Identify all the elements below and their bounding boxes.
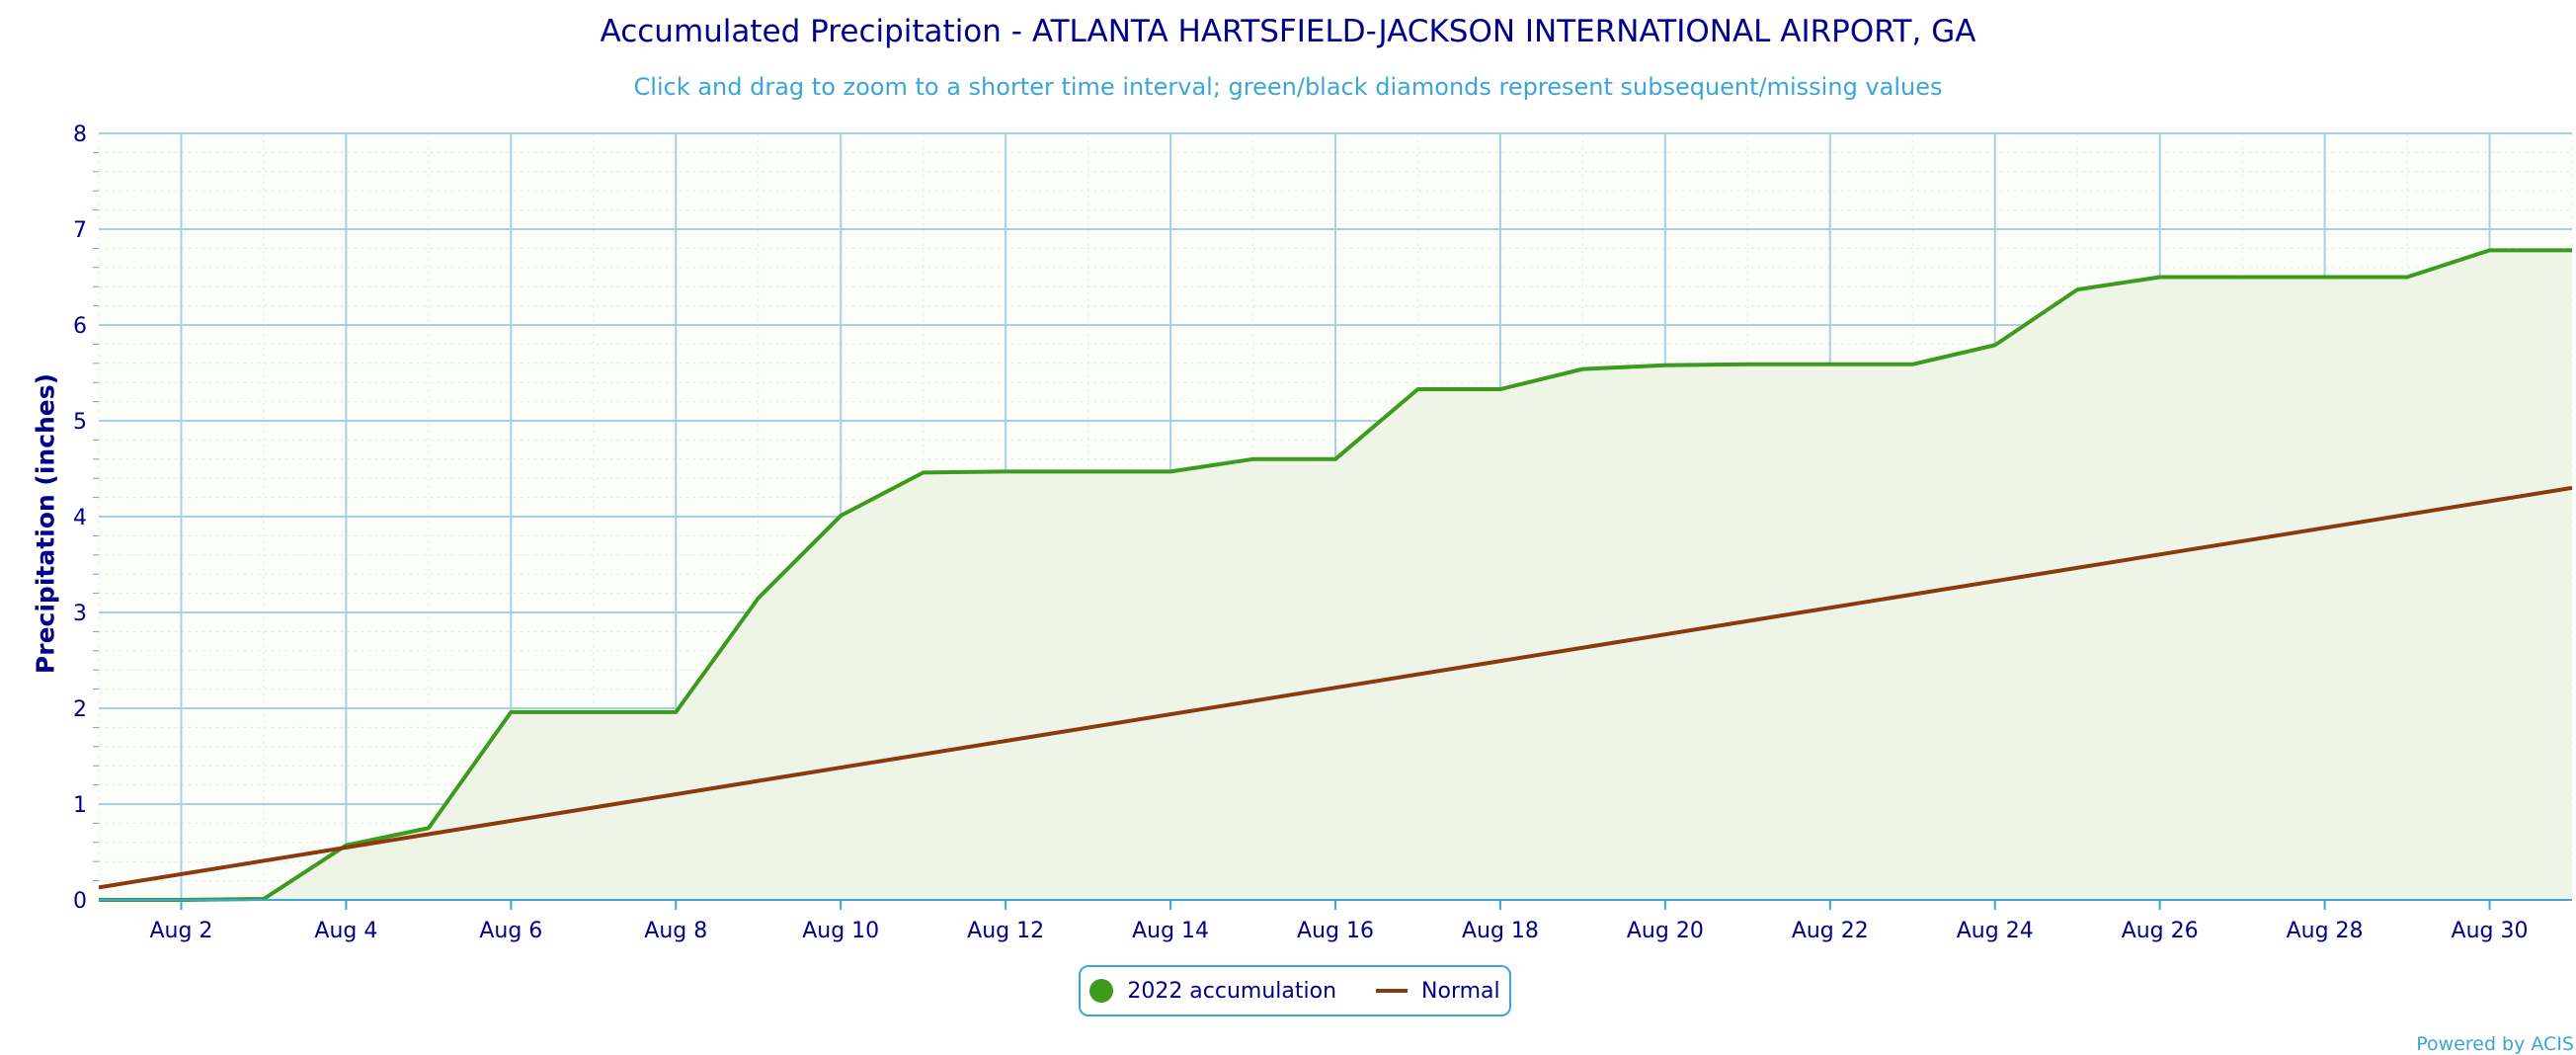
legend-label-accumulation: 2022 accumulation	[1127, 978, 1337, 1004]
line-layer	[98, 248, 2573, 902]
y-tick-label: 2	[73, 697, 87, 722]
chart-title: Accumulated Precipitation - ATLANTA HART…	[600, 14, 1976, 49]
y-tick-label: 5	[73, 410, 87, 435]
x-tick-label: Aug 24	[1957, 919, 2034, 943]
x-tick-label: Aug 14	[1132, 919, 1209, 943]
series-normal-line	[98, 485, 2573, 890]
series-accumulation-area	[99, 250, 2572, 901]
x-tick-label: Aug 28	[2287, 919, 2364, 943]
x-tick-label: Aug 12	[967, 919, 1044, 943]
legend-item-accumulation[interactable]: 2022 accumulation	[1089, 979, 1336, 1004]
series-accumulation-line	[99, 248, 2572, 902]
x-tick-label: Aug 18	[1462, 919, 1539, 943]
y-tick-label: 1	[73, 793, 87, 818]
legend-item-normal[interactable]: Normal	[1376, 979, 1500, 1004]
y-axis-title: Precipitation (inches)	[31, 372, 60, 675]
area-layer	[99, 250, 2572, 901]
legend-label-normal: Normal	[1421, 978, 1500, 1004]
x-tick-label: Aug 6	[479, 919, 542, 943]
y-tick-label: 0	[73, 889, 87, 914]
y-tick-label: 8	[73, 122, 87, 147]
credit-link[interactable]: Powered by ACIS	[2416, 1033, 2574, 1055]
axes: 0 1 2 3 4 5 6 7 8 Aug 2 Aug 4 Aug 6 Aug 8 Aug 10 Aug 1…	[73, 122, 2572, 943]
y-tick-label: 3	[73, 602, 87, 626]
y-tick-label: 4	[73, 506, 87, 530]
legend: 2022 accumulation Normal	[1079, 965, 1511, 1016]
chart-subtitle: Click and drag to zoom to a shorter time…	[633, 73, 1943, 101]
x-tick-label: Aug 4	[314, 919, 377, 943]
x-tick-label: Aug 26	[2122, 919, 2199, 943]
y-tick-label: 6	[73, 314, 87, 339]
x-tick-label: Aug 30	[2452, 919, 2529, 943]
x-tick-label: Aug 2	[149, 919, 212, 943]
legend-marker-accumulation	[1089, 979, 1114, 1003]
legend-marker-normal	[1376, 989, 1409, 993]
x-tick-label: Aug 8	[644, 919, 707, 943]
x-tick-label: Aug 16	[1297, 919, 1374, 943]
x-tick-label: Aug 20	[1627, 919, 1704, 943]
x-tick-label: Aug 22	[1792, 919, 1869, 943]
x-tick-label: Aug 10	[802, 919, 879, 943]
y-tick-label: 7	[73, 218, 87, 243]
